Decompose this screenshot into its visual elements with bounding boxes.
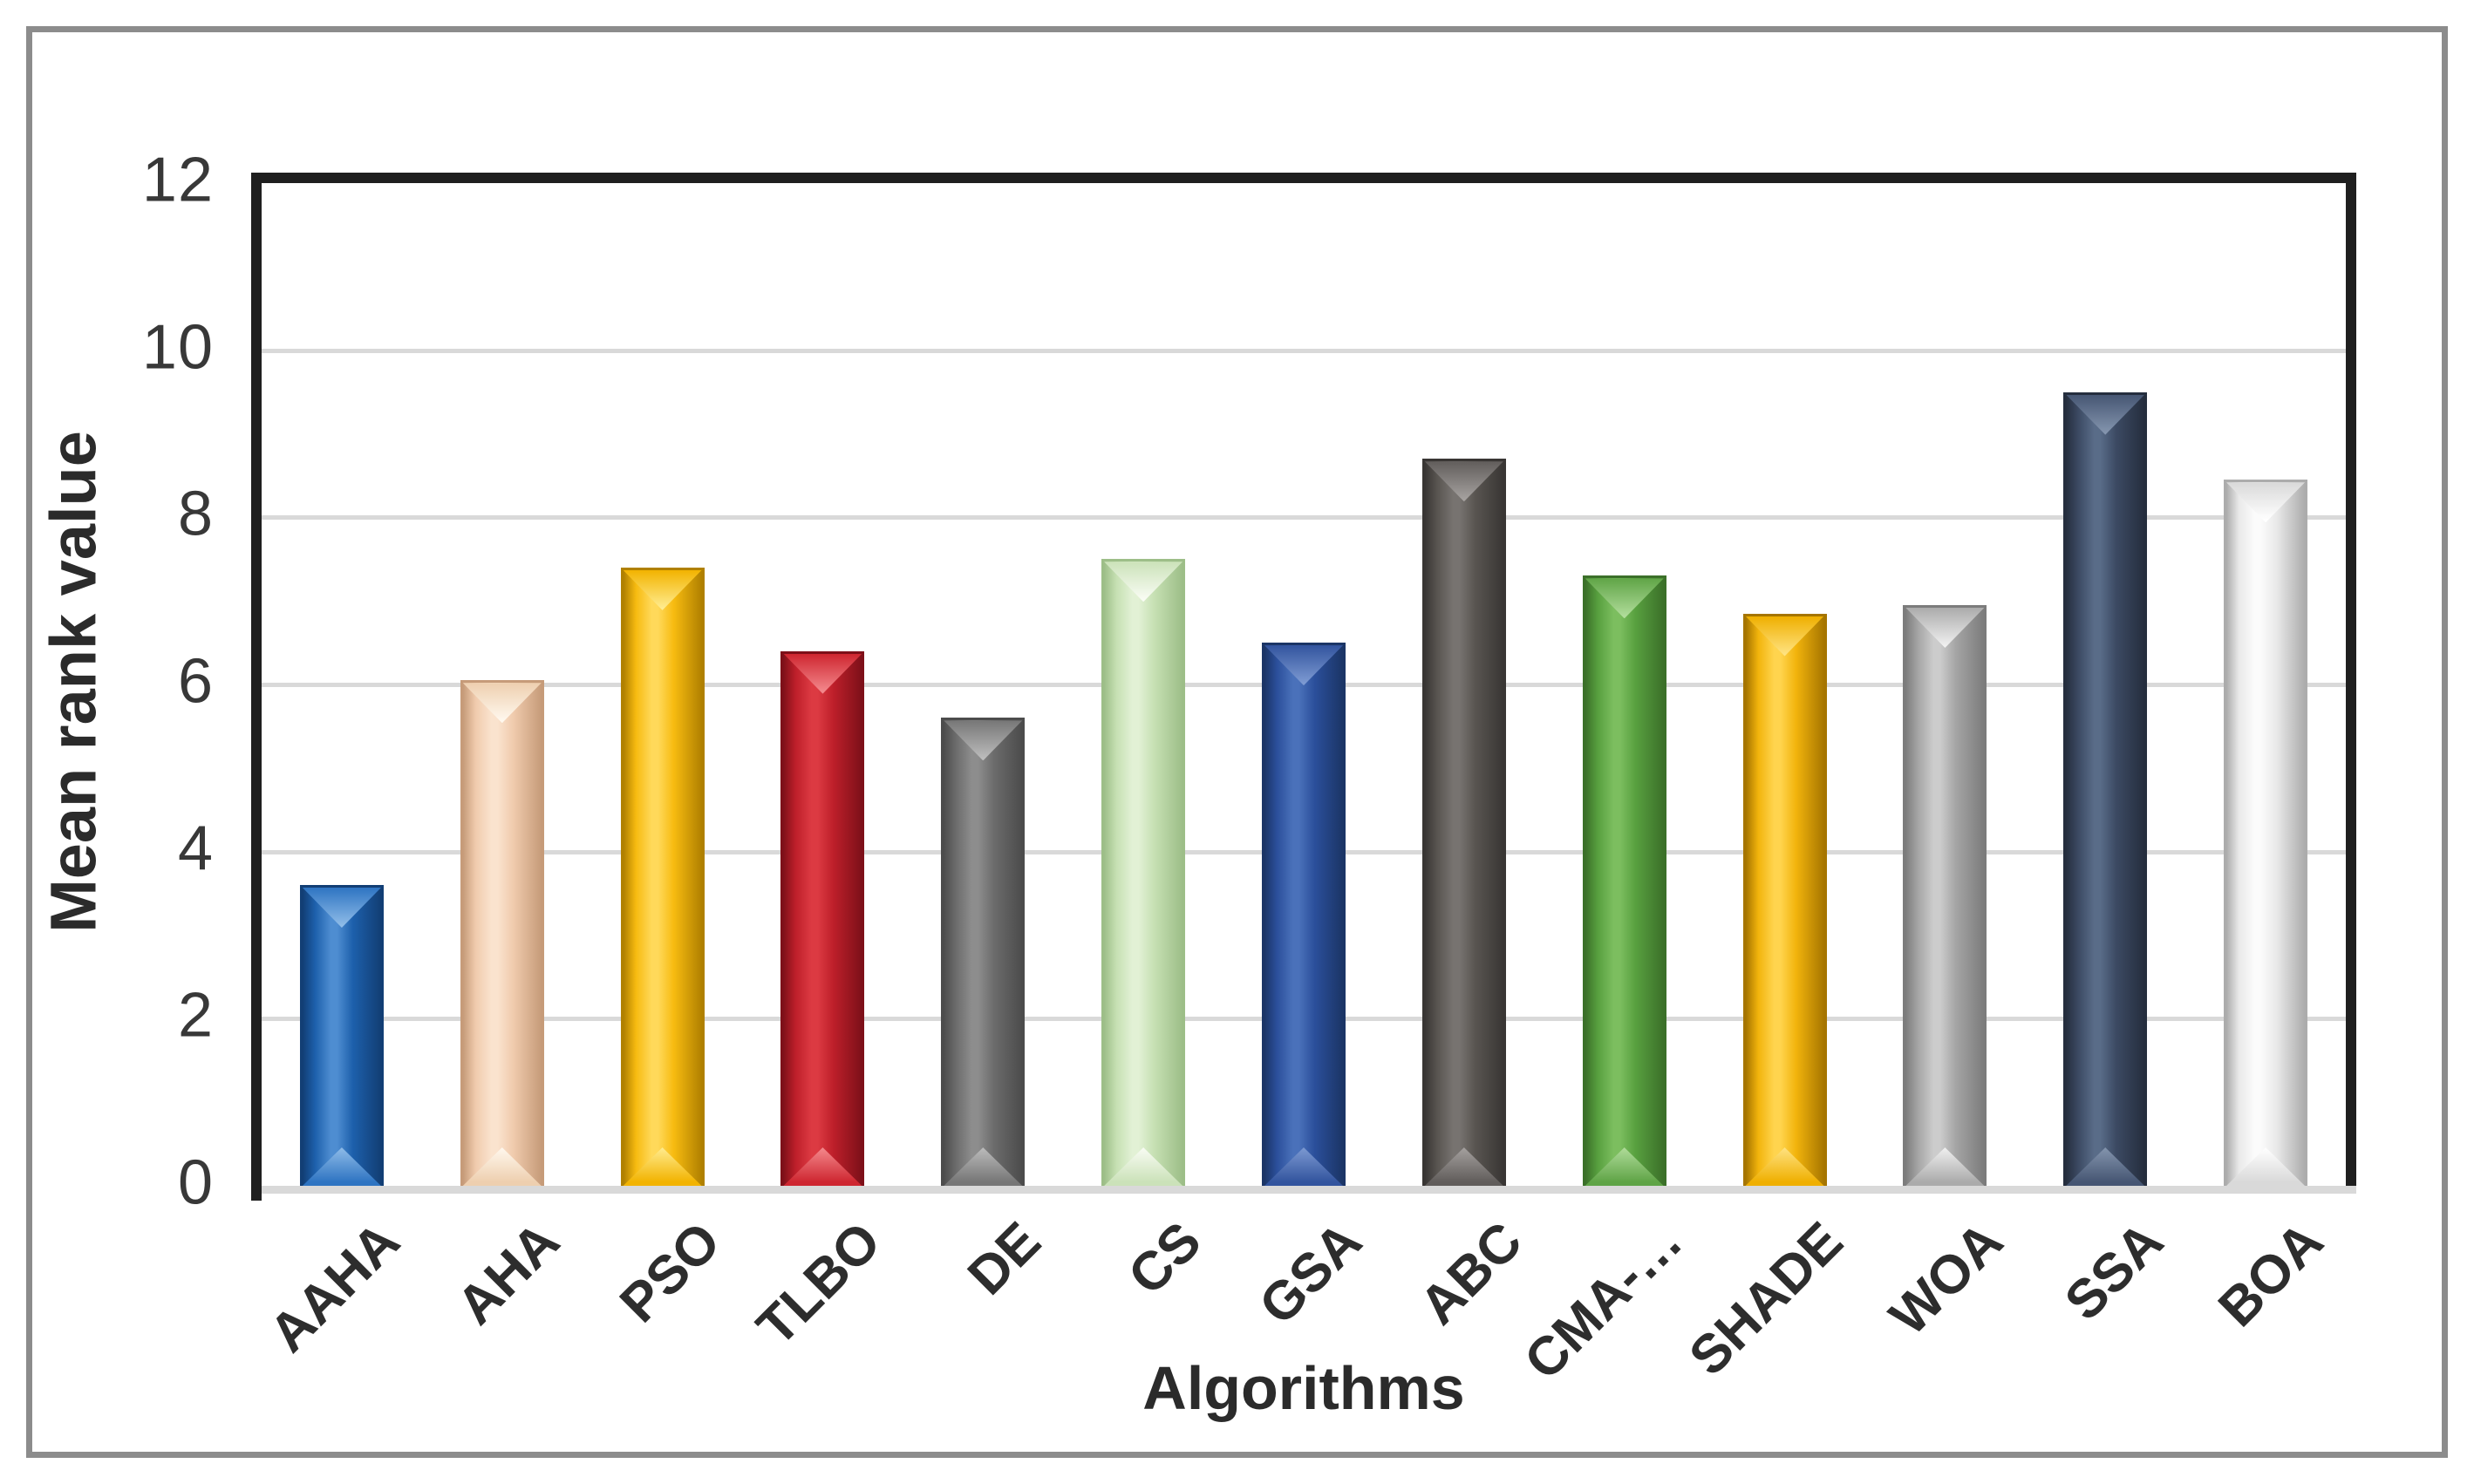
plot-area	[251, 173, 2356, 1186]
bar-top-bevel	[1745, 616, 1824, 657]
bar-bottom-bevel	[1745, 1147, 1824, 1186]
bar-ssa	[2063, 391, 2148, 1186]
bar-boa	[2224, 480, 2308, 1186]
bar-cma	[1582, 575, 1666, 1186]
gridline-y10	[262, 348, 2346, 353]
bar-bottom-bevel	[2066, 1147, 2145, 1186]
bar-top-bevel	[462, 683, 542, 724]
bar-bottom-bevel	[462, 1147, 542, 1186]
y-tick-label-10: 10	[141, 312, 214, 383]
bar-top-bevel	[783, 653, 862, 694]
y-tick-label-2: 2	[177, 981, 214, 1052]
bar-top-bevel	[1905, 607, 1985, 648]
bar-top-bevel	[2066, 394, 2145, 435]
bar-gsa	[1262, 643, 1346, 1186]
y-tick-label-8: 8	[177, 480, 214, 550]
y-axis-tick-extension	[251, 1186, 262, 1201]
y-tick-label-0: 0	[177, 1147, 214, 1218]
y-tick-label-6: 6	[177, 646, 214, 717]
y-tick-label-4: 4	[177, 813, 214, 884]
x-axis-line	[251, 1186, 2356, 1194]
bar-top-bevel	[623, 569, 702, 610]
bar-woa	[1903, 604, 1987, 1186]
bar-bottom-bevel	[623, 1147, 702, 1186]
bar-top-bevel	[1104, 562, 1183, 602]
bar-top-bevel	[2226, 482, 2306, 523]
bar-shade	[1742, 613, 1827, 1186]
bar-top-bevel	[302, 888, 381, 928]
x-axis-title: Algorithms	[1142, 1354, 1465, 1422]
bar-abc	[1421, 459, 1506, 1186]
bar-bottom-bevel	[783, 1147, 862, 1186]
bar-bottom-bevel	[1905, 1147, 1985, 1186]
bar-top-bevel	[1424, 461, 1503, 502]
bar-bottom-bevel	[1585, 1147, 1664, 1186]
gridline-y8	[262, 515, 2346, 521]
bar-top-bevel	[944, 720, 1023, 761]
bar-aaha	[299, 885, 384, 1186]
bar-top-bevel	[1264, 645, 1343, 686]
y-tick-label-12: 12	[141, 145, 214, 215]
bar-tlbo	[780, 650, 865, 1186]
bar-aha	[460, 680, 544, 1186]
bar-bottom-bevel	[1104, 1147, 1183, 1186]
bar-bottom-bevel	[1424, 1147, 1503, 1186]
bar-de	[941, 718, 1026, 1186]
bar-bottom-bevel	[944, 1147, 1023, 1186]
bar-top-bevel	[1585, 578, 1664, 619]
bar-pso	[620, 567, 705, 1186]
bar-cs	[1101, 559, 1186, 1186]
bar-bottom-bevel	[302, 1147, 381, 1186]
bar-bottom-bevel	[2226, 1147, 2306, 1186]
bar-bottom-bevel	[1264, 1147, 1343, 1186]
